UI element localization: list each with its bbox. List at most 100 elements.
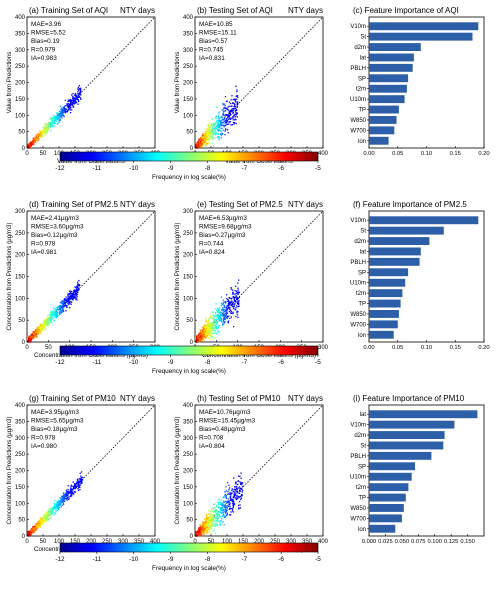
data-point bbox=[33, 530, 35, 532]
data-point bbox=[228, 489, 230, 491]
data-point bbox=[35, 336, 37, 338]
data-point bbox=[217, 314, 219, 316]
data-point bbox=[208, 139, 210, 142]
data-point bbox=[225, 108, 227, 110]
data-point bbox=[205, 136, 207, 138]
data-point bbox=[199, 338, 201, 340]
data-point bbox=[217, 136, 219, 139]
data-point bbox=[53, 320, 55, 322]
data-point bbox=[72, 481, 74, 483]
data-point bbox=[197, 337, 199, 339]
data-point bbox=[48, 518, 50, 520]
x-tick-label: 300 bbox=[118, 539, 129, 545]
data-point bbox=[38, 523, 41, 525]
data-point bbox=[206, 333, 208, 336]
data-point bbox=[75, 485, 77, 487]
data-point bbox=[214, 127, 216, 129]
data-point bbox=[203, 326, 205, 329]
data-point bbox=[48, 123, 50, 125]
data-point bbox=[81, 471, 83, 473]
data-point bbox=[225, 119, 227, 121]
data-point bbox=[223, 118, 226, 120]
data-point bbox=[228, 304, 231, 306]
x-tick-label: 0.20 bbox=[478, 151, 489, 157]
data-point bbox=[207, 323, 209, 325]
data-point bbox=[202, 134, 204, 137]
data-point bbox=[216, 127, 218, 129]
data-point bbox=[76, 98, 78, 101]
data-point bbox=[67, 297, 69, 299]
data-point bbox=[46, 320, 48, 322]
data-point bbox=[212, 322, 214, 324]
data-point bbox=[215, 511, 217, 513]
bar bbox=[369, 43, 421, 51]
category-label: V10m bbox=[350, 24, 366, 30]
y-tick-label: 300 bbox=[15, 436, 26, 442]
data-point bbox=[71, 490, 73, 492]
data-point bbox=[203, 331, 205, 333]
stat-line: Bias=0.18µg/m3 bbox=[31, 426, 78, 433]
data-point bbox=[213, 145, 215, 147]
data-point bbox=[228, 111, 230, 113]
data-point bbox=[43, 322, 45, 324]
data-point bbox=[208, 142, 210, 145]
data-point bbox=[63, 302, 66, 305]
data-point bbox=[228, 503, 230, 505]
data-point bbox=[52, 117, 54, 119]
data-point bbox=[209, 131, 211, 134]
data-point bbox=[227, 306, 229, 308]
data-point bbox=[48, 323, 50, 325]
data-point bbox=[65, 296, 67, 298]
data-point bbox=[232, 504, 234, 507]
data-point bbox=[42, 131, 45, 133]
data-point bbox=[62, 106, 64, 109]
data-point bbox=[64, 304, 66, 307]
data-point bbox=[213, 320, 216, 322]
data-point bbox=[68, 295, 70, 298]
data-point bbox=[35, 329, 37, 331]
data-point bbox=[209, 335, 211, 337]
data-point bbox=[43, 324, 46, 326]
category-label: lat bbox=[360, 55, 367, 61]
data-point bbox=[49, 515, 51, 517]
data-point bbox=[238, 300, 240, 302]
data-point bbox=[29, 144, 31, 147]
data-point bbox=[214, 523, 216, 525]
data-point bbox=[210, 325, 212, 327]
data-point bbox=[39, 521, 41, 523]
data-point bbox=[206, 324, 208, 326]
data-point bbox=[77, 88, 79, 90]
data-point bbox=[35, 334, 37, 336]
data-point bbox=[35, 526, 38, 528]
data-point bbox=[51, 321, 53, 324]
panel-title: (c) Feature Importance of AQI bbox=[353, 6, 459, 15]
x-tick-label: 0.10 bbox=[421, 345, 432, 351]
data-point bbox=[222, 307, 224, 309]
data-point bbox=[206, 326, 208, 328]
data-point bbox=[198, 144, 200, 146]
data-point bbox=[57, 117, 59, 119]
data-point bbox=[201, 144, 203, 146]
data-point bbox=[43, 321, 45, 323]
data-point bbox=[224, 107, 226, 109]
data-point bbox=[235, 285, 237, 287]
data-point bbox=[38, 525, 41, 527]
data-point bbox=[219, 524, 222, 526]
data-point bbox=[222, 323, 224, 325]
data-point bbox=[42, 328, 44, 330]
y-tick-label: 0 bbox=[22, 146, 26, 152]
data-point bbox=[32, 336, 35, 338]
data-point bbox=[223, 118, 225, 121]
data-point bbox=[31, 530, 33, 532]
data-point bbox=[207, 137, 209, 139]
data-point bbox=[74, 286, 76, 288]
data-point bbox=[205, 136, 208, 138]
data-point bbox=[223, 103, 226, 105]
data-point bbox=[74, 98, 77, 100]
data-point bbox=[50, 319, 52, 321]
data-point bbox=[224, 317, 226, 320]
data-point bbox=[236, 312, 238, 314]
data-point bbox=[205, 143, 207, 145]
data-point bbox=[219, 509, 221, 511]
y-tick-label: 50 bbox=[18, 130, 25, 136]
